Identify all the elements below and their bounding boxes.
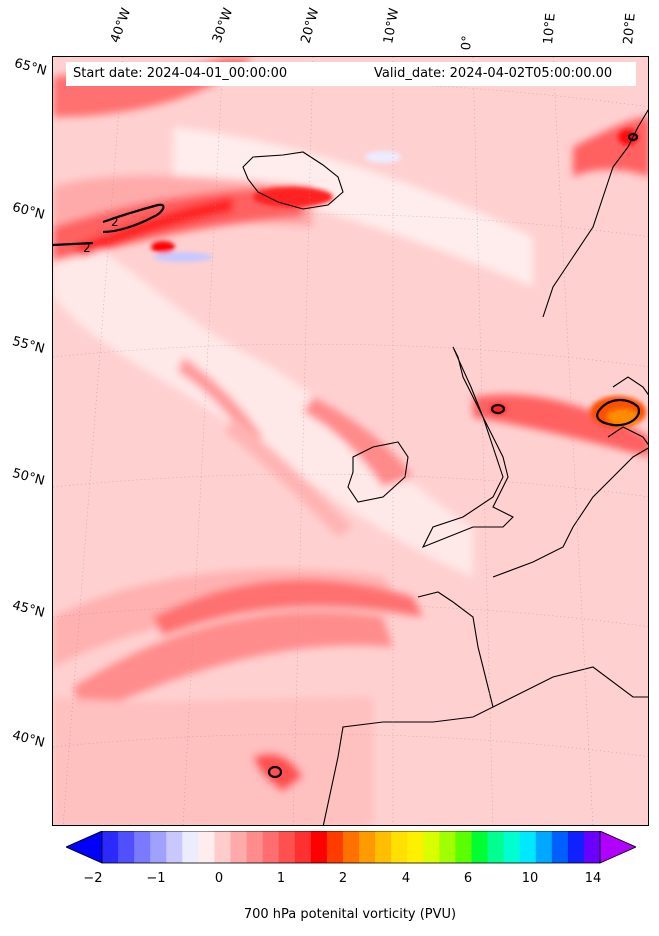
colorbar-swatch	[198, 831, 215, 863]
map-panel: 2 2	[52, 56, 649, 826]
colorbar-swatch	[407, 831, 424, 863]
colorbar-swatch	[567, 831, 585, 863]
latitude-label: 65°N	[12, 56, 49, 79]
latitude-label: 60°N	[10, 200, 47, 223]
colorbar-swatch	[102, 831, 119, 863]
colorbar-swatch	[439, 831, 456, 863]
colorbar-border	[101, 830, 601, 864]
latitude-label: 55°N	[10, 334, 47, 357]
contour-label: 2	[83, 241, 91, 255]
pv-field	[53, 57, 648, 825]
colorbar-swatch	[423, 831, 440, 863]
contour-label: 2	[111, 215, 119, 229]
colorbar-swatch	[503, 831, 521, 863]
longitude-label: 10°E	[541, 12, 559, 46]
colorbar-tick: −2	[83, 871, 103, 886]
colorbar-swatch	[551, 831, 569, 863]
colorbar-tick: 14	[584, 871, 602, 886]
colorbar-swatch	[278, 831, 296, 863]
date-banner	[66, 62, 636, 86]
colorbar-swatch	[294, 831, 312, 863]
colorbar-tick: 6	[463, 871, 473, 886]
colorbar-swatch	[134, 831, 151, 863]
colorbar-swatch	[310, 831, 328, 863]
colorbar-swatch	[535, 831, 553, 863]
colorbar-swatch	[182, 831, 199, 863]
colorbar-swatch	[246, 831, 264, 863]
colorbar-swatch	[166, 831, 183, 863]
colorbar-swatch	[150, 831, 167, 863]
longitude-label: 40°W	[107, 6, 135, 45]
colorbar-tick: 4	[401, 871, 411, 886]
longitude-label: 0°	[459, 34, 476, 51]
latitude-label: 50°N	[10, 466, 47, 489]
colorbar-swatch	[391, 831, 408, 863]
longitude-label: 30°W	[209, 6, 237, 45]
colorbar-tick: −1	[146, 871, 166, 886]
colorbar-swatches	[65, 830, 637, 864]
colorbar-swatch	[326, 831, 344, 863]
valid-date-text: Valid_date: 2024-04-02T05:00:00.00	[374, 66, 613, 81]
colorbar-swatch	[583, 831, 601, 863]
colorbar-tick: 1	[276, 871, 286, 886]
colorbar-swatch	[342, 831, 360, 863]
longitude-label: 20°E	[621, 12, 639, 46]
colorbar-swatch	[118, 831, 135, 863]
colorbar-swatch	[487, 831, 505, 863]
colorbar-swatch	[471, 831, 489, 863]
pv-2-contours	[53, 132, 641, 779]
latitude-label: 40°N	[10, 728, 47, 751]
colorbar-tick: 10	[521, 871, 539, 886]
colorbar-tick: 0	[214, 871, 224, 886]
longitude-label: 10°W	[381, 7, 403, 46]
colorbar-swatch	[230, 831, 248, 863]
colorbar-swatch	[359, 831, 376, 863]
latitude-label: 45°N	[10, 598, 47, 621]
longitude-label: 20°W	[298, 6, 323, 45]
start-date-text: Start date: 2024-04-01_00:00:00	[73, 66, 288, 81]
colorbar-extend-max	[599, 830, 637, 864]
colorbar-extend-min	[65, 830, 103, 864]
colorbar-tick: 2	[338, 871, 348, 886]
colorbar-swatch	[455, 831, 472, 863]
colorbar	[65, 830, 637, 869]
colorbar-swatch	[519, 831, 537, 863]
colorbar-label: 700 hPa potenital vorticity (PVU)	[243, 907, 457, 922]
colorbar-swatch	[262, 831, 280, 863]
colorbar-swatch	[214, 831, 232, 863]
colorbar-swatch	[375, 831, 392, 863]
